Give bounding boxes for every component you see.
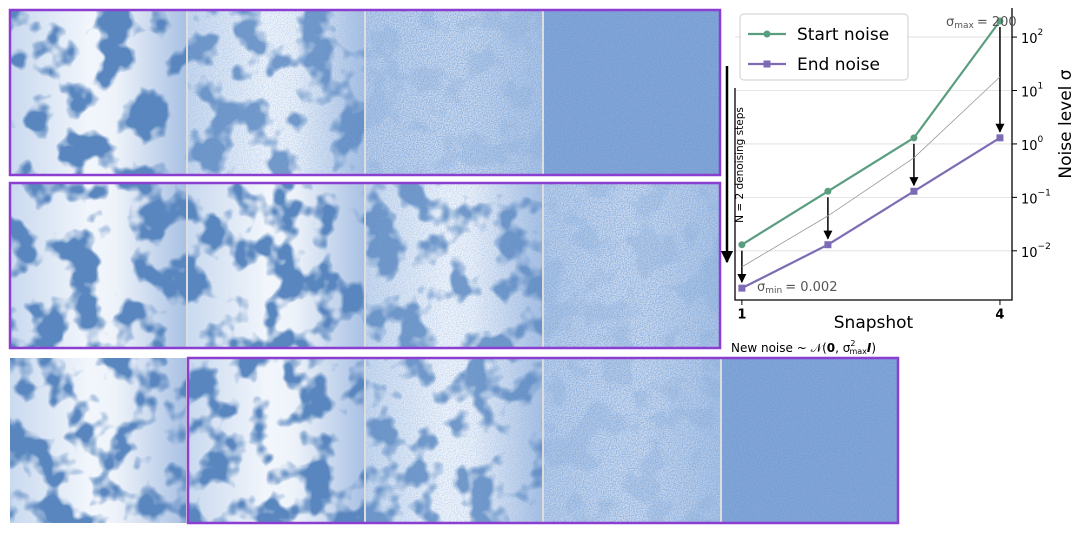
y-tick-label: 100 xyxy=(1021,134,1044,153)
tick-exponent: 0 xyxy=(1038,134,1044,144)
image-panel xyxy=(720,358,898,523)
noise xyxy=(366,183,542,348)
frame xyxy=(8,8,722,177)
point xyxy=(996,134,1004,142)
t: , xyxy=(835,341,843,355)
noise xyxy=(188,10,364,175)
symbol: σ xyxy=(757,280,765,295)
frame xyxy=(186,356,900,525)
annotation-text: = 200 xyxy=(977,15,1017,30)
t: σ xyxy=(843,341,851,355)
series-line xyxy=(741,136,1001,290)
y-tick-label: 101 xyxy=(1021,81,1043,100)
tick-exponent: −1 xyxy=(1038,188,1051,198)
point xyxy=(910,134,918,142)
series-line xyxy=(741,20,1001,246)
x-tick-label: 1 xyxy=(737,308,746,323)
image-panel xyxy=(186,358,364,523)
image-panel xyxy=(364,358,542,523)
x-tick-label: 4 xyxy=(995,308,1004,323)
noise xyxy=(544,358,720,523)
annotation: σmax = 200 xyxy=(946,15,1017,31)
map-features xyxy=(10,183,186,348)
tick-base: 10 xyxy=(1021,245,1038,260)
point xyxy=(824,241,832,249)
frame xyxy=(8,181,722,350)
noise xyxy=(722,358,898,523)
image-panel xyxy=(364,183,542,348)
tick-base: 10 xyxy=(1021,192,1038,207)
tick-exponent: 2 xyxy=(1038,28,1044,38)
annotation: σmin = 0.002 xyxy=(757,280,837,296)
image-panel xyxy=(542,10,720,175)
tick-base: 10 xyxy=(1021,138,1038,153)
noise xyxy=(544,183,720,348)
image-panel xyxy=(542,358,720,523)
symbol: σ xyxy=(946,15,954,30)
y-axis-label: Noise level σ xyxy=(1056,69,1076,178)
noise xyxy=(544,10,720,175)
t: ) xyxy=(871,341,876,355)
t: 0 xyxy=(827,341,835,355)
axes xyxy=(734,8,1013,301)
point xyxy=(824,187,832,195)
y-tick-label: 10−1 xyxy=(1021,188,1051,207)
subscript: max xyxy=(954,21,974,31)
legend-label: Start noise xyxy=(797,25,889,45)
legend-marker xyxy=(763,30,771,38)
t: New noise ~ 𝒩( xyxy=(731,341,827,355)
x-axis-label: Snapshot xyxy=(834,313,914,333)
t: 2 xyxy=(850,339,855,348)
tick-base: 10 xyxy=(1021,85,1038,100)
image-panel xyxy=(186,183,364,348)
map-features xyxy=(10,358,186,523)
tick-exponent: 1 xyxy=(1038,81,1044,91)
image-panel xyxy=(364,10,542,175)
point xyxy=(910,187,918,195)
t: I xyxy=(867,341,872,355)
map-features xyxy=(188,183,364,348)
legend-marker xyxy=(763,60,771,68)
point xyxy=(996,17,1004,25)
y-tick-label: 102 xyxy=(1021,28,1043,47)
steps-label: N = 2 denoising steps xyxy=(734,107,746,223)
image-panel xyxy=(542,183,720,348)
noise xyxy=(366,358,542,523)
subscript: min xyxy=(765,286,782,296)
image-grid xyxy=(10,10,898,523)
tick-base: 10 xyxy=(1021,32,1038,47)
image-panel xyxy=(186,10,364,175)
legend-label: End noise xyxy=(797,55,880,75)
t: max xyxy=(849,347,867,356)
image-panel xyxy=(10,10,186,175)
noise xyxy=(366,10,542,175)
image-panel xyxy=(10,358,186,523)
point xyxy=(738,284,746,292)
image-panel xyxy=(10,183,186,348)
annotation-text: = 0.002 xyxy=(785,280,837,295)
point xyxy=(738,241,746,249)
y-tick-label: 10−2 xyxy=(1021,241,1051,260)
map-features xyxy=(188,358,364,523)
series-line xyxy=(741,76,1001,268)
new-noise-label: New noise ~ 𝒩(0, σ2 maxI) xyxy=(731,339,876,356)
tick-exponent: −2 xyxy=(1038,241,1051,251)
map-features xyxy=(10,10,186,175)
